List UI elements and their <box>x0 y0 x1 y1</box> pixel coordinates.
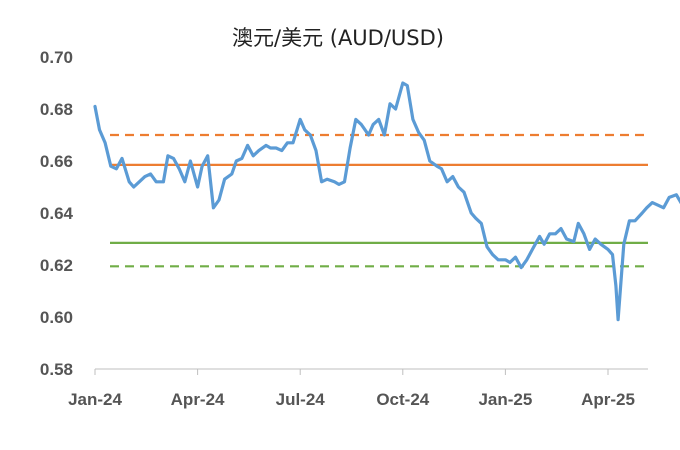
y-tick-label: 0.70 <box>40 48 73 67</box>
y-axis-ticks: 0.70 0.68 0.66 0.64 0.62 0.60 0.58 <box>40 48 74 379</box>
y-tick-label: 0.68 <box>40 100 73 119</box>
chart-title: 澳元/美元 (AUD/USD) <box>232 26 444 50</box>
x-tick-label: Jul-24 <box>276 390 326 409</box>
series-group <box>93 81 680 322</box>
x-tick-label: Apr-25 <box>581 390 635 409</box>
x-tick-label: Jan-24 <box>68 390 122 409</box>
series-line <box>93 81 680 322</box>
y-tick-label: 0.60 <box>40 308 73 327</box>
y-tick-label: 0.58 <box>40 360 73 379</box>
y-tick-label: 0.66 <box>40 152 73 171</box>
x-axis-ticks: Jan-24 Apr-24 Jul-24 Oct-24 Jan-25 Apr-25 <box>68 369 635 409</box>
x-tick-label: Oct-24 <box>376 390 429 409</box>
reference-lines <box>110 133 648 268</box>
x-tick-label: Jan-25 <box>478 390 532 409</box>
y-tick-label: 0.62 <box>40 256 73 275</box>
x-tick-label: Apr-24 <box>171 390 225 409</box>
y-tick-label: 0.64 <box>40 204 74 223</box>
